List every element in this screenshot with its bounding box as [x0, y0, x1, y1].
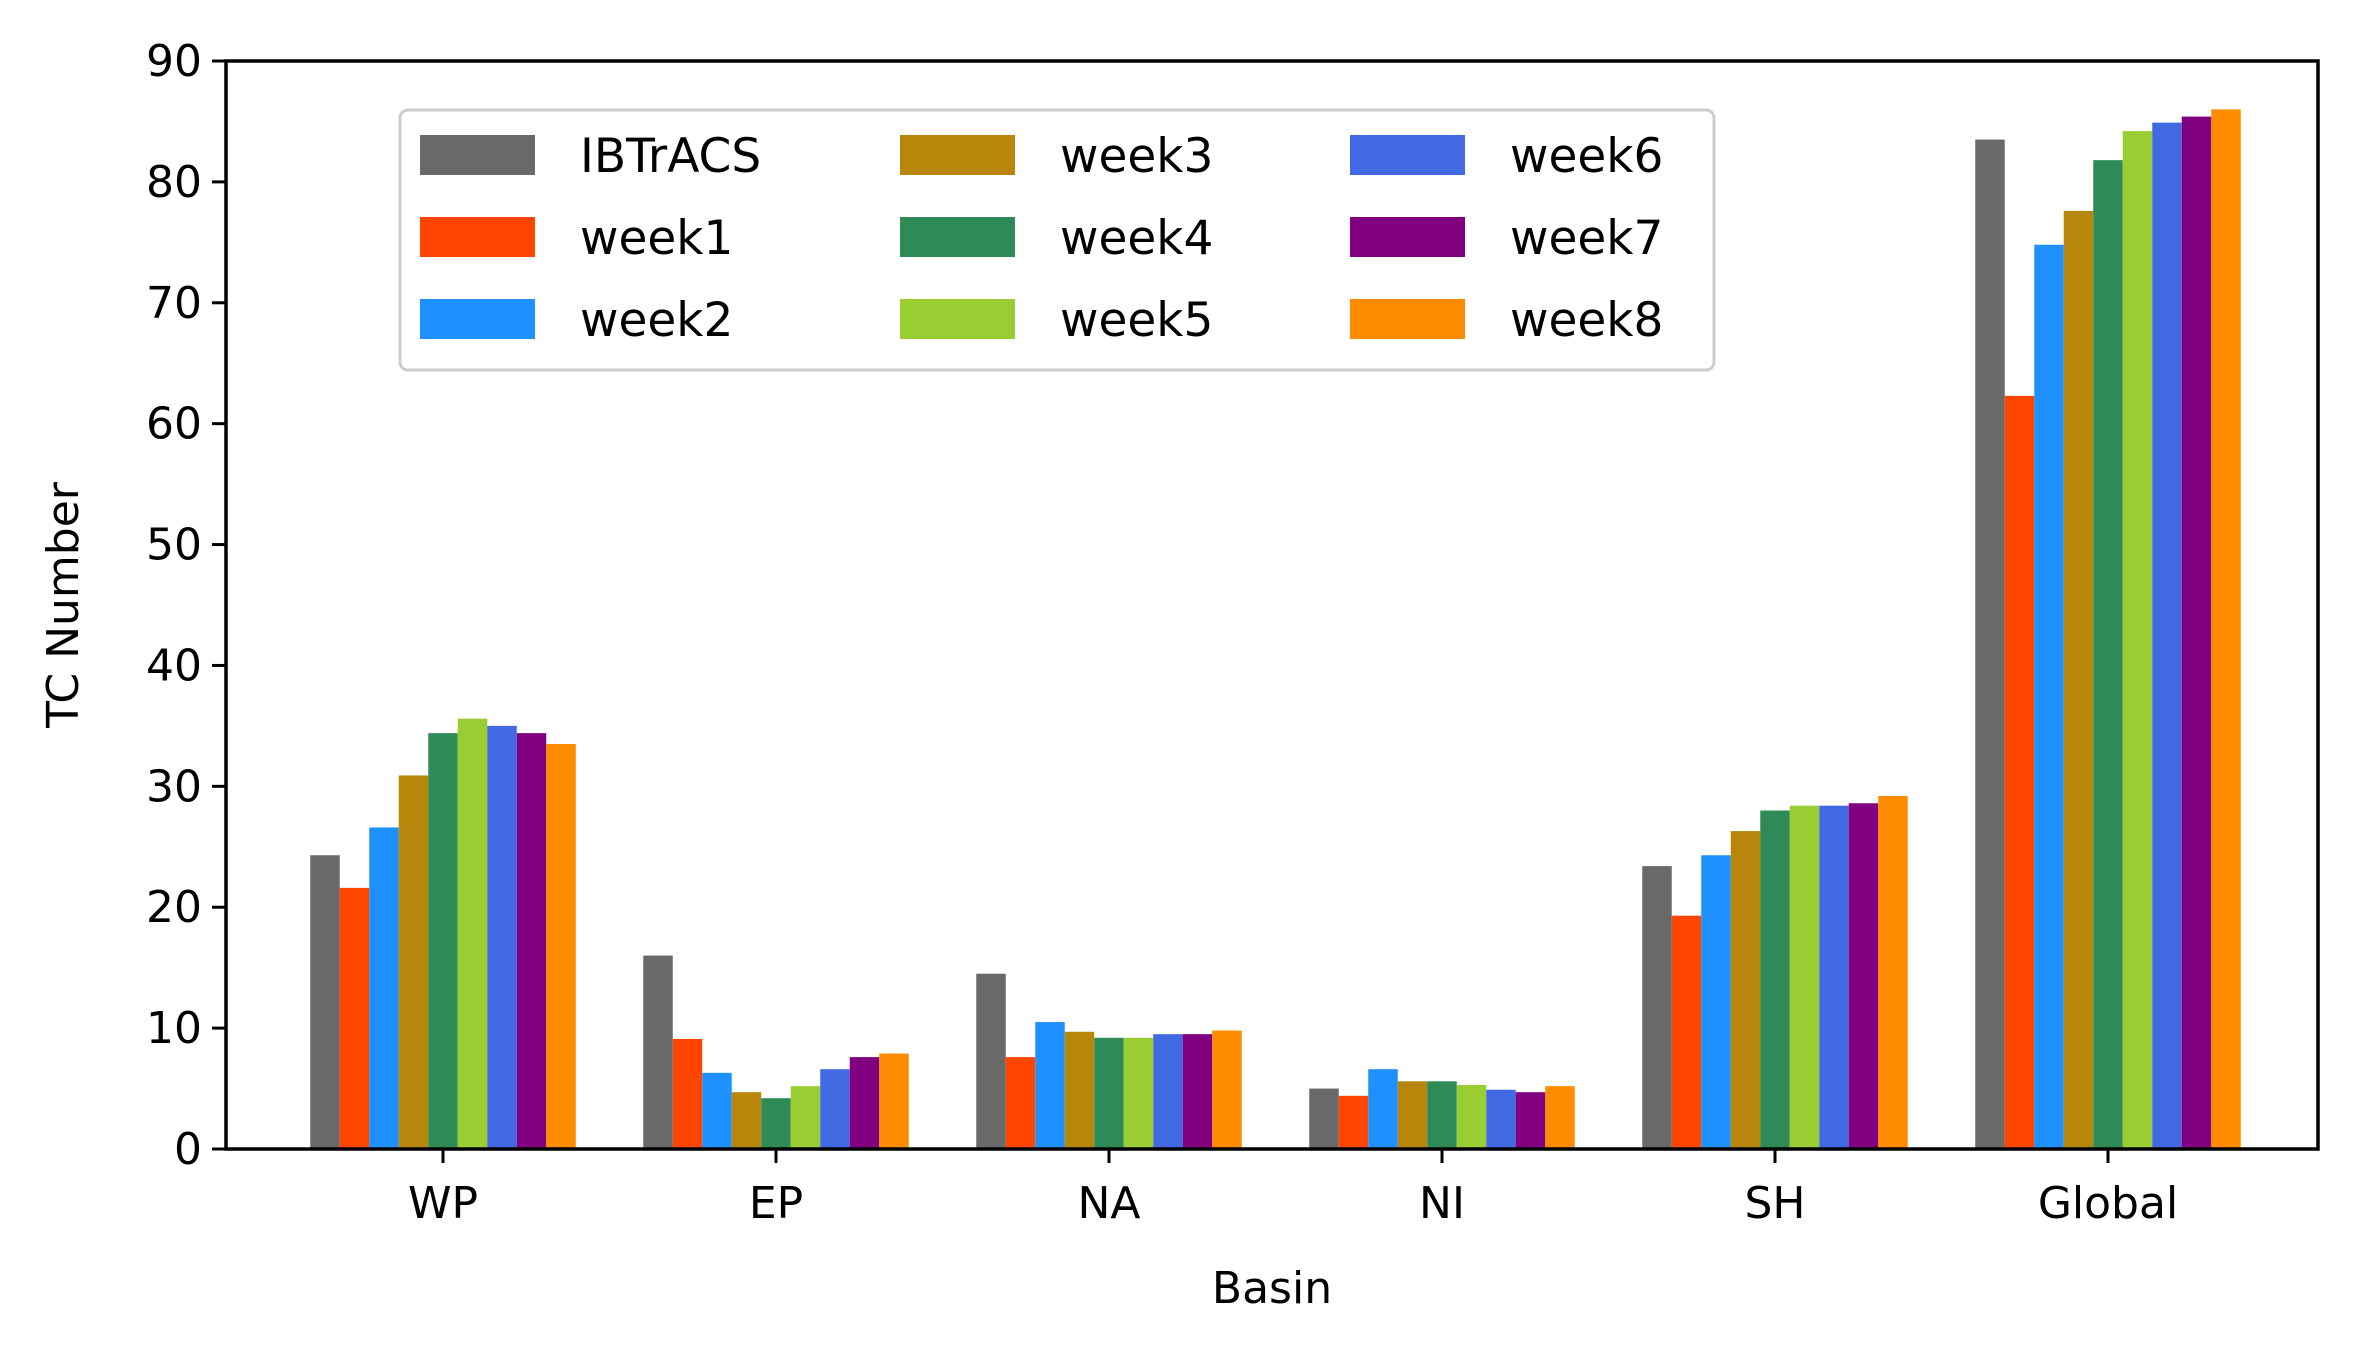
- legend-swatch-week3: [900, 135, 1015, 175]
- y-tick-label: 0: [174, 1124, 202, 1175]
- x-tick-label: EP: [749, 1178, 803, 1229]
- bar-week2-wp: [369, 827, 399, 1149]
- bar-week2-sh: [1701, 855, 1731, 1149]
- y-tick-label: 80: [146, 157, 202, 208]
- bar-week6-na: [1153, 1034, 1183, 1149]
- bar-week1-wp: [339, 887, 370, 1149]
- bar-week8-ep: [879, 1053, 909, 1149]
- bar-week4-wp: [428, 733, 458, 1149]
- y-tick-label: 50: [146, 520, 202, 571]
- y-tick-label: 40: [146, 640, 202, 691]
- legend-swatch-week1: [420, 217, 535, 257]
- legend-items: IBTrACS week1 week2 week3 week4 week5 week6 wee…: [420, 129, 1663, 348]
- bar-week3-sh: [1730, 831, 1761, 1149]
- bar-week5-global: [2122, 131, 2153, 1149]
- bar-week1-na: [1005, 1057, 1036, 1149]
- legend-label-ibtracs: IBTrACS: [580, 129, 761, 184]
- bar-ibtracs-global: [1975, 139, 2005, 1149]
- y-axis-label: TC Number: [38, 481, 89, 729]
- bar-week7-global: [2181, 116, 2212, 1150]
- x-tick-label: WP: [408, 1178, 478, 1229]
- bar-week5-na: [1123, 1037, 1154, 1149]
- bar-week4-na: [1094, 1037, 1124, 1149]
- bar-week4-ni: [1427, 1081, 1457, 1149]
- bar-week4-global: [2093, 160, 2123, 1149]
- bar-week5-sh: [1789, 805, 1820, 1149]
- bar-week7-na: [1182, 1034, 1213, 1149]
- legend-label-week2: week2: [580, 293, 733, 348]
- bar-week2-global: [2034, 244, 2064, 1149]
- x-axis-ticks: WP EP NA NI SH Global: [408, 1149, 2178, 1229]
- legend-label-week7: week7: [1510, 211, 1663, 266]
- bar-week7-wp: [516, 733, 547, 1149]
- bar-week7-ep: [849, 1057, 880, 1149]
- legend-label-week1: week1: [580, 211, 733, 266]
- x-tick-label: NA: [1077, 1178, 1140, 1229]
- legend-swatch-week7: [1350, 217, 1465, 257]
- bar-week6-ni: [1486, 1089, 1516, 1149]
- bar-week4-ep: [761, 1098, 791, 1149]
- bar-week5-wp: [457, 718, 488, 1149]
- bar-week1-sh: [1671, 915, 1702, 1149]
- bar-week6-ep: [820, 1069, 850, 1149]
- legend-swatch-week4: [900, 217, 1015, 257]
- bar-week3-ep: [731, 1092, 762, 1149]
- bar-week1-global: [2004, 395, 2035, 1149]
- y-tick-label: 60: [146, 399, 202, 450]
- bar-ibtracs-ep: [643, 955, 673, 1149]
- bar-week3-global: [2063, 210, 2094, 1149]
- y-tick-label: 90: [146, 36, 202, 87]
- bar-week1-ni: [1338, 1095, 1369, 1149]
- legend-label-week4: week4: [1060, 211, 1213, 266]
- legend-swatch-week6: [1350, 135, 1465, 175]
- bar-week3-wp: [398, 775, 429, 1149]
- bar-week1-ep: [672, 1038, 703, 1149]
- bar-week5-ep: [790, 1086, 821, 1149]
- plot-frame: [224, 59, 2320, 1151]
- y-tick-label: 30: [146, 761, 202, 812]
- legend-swatch-week2: [420, 299, 535, 339]
- y-tick-label: 70: [146, 278, 202, 329]
- bar-week2-ep: [702, 1072, 732, 1149]
- x-tick-label: SH: [1744, 1178, 1805, 1229]
- bar-week3-na: [1064, 1031, 1095, 1149]
- bar-week2-ni: [1368, 1069, 1398, 1149]
- bar-week8-global: [2211, 109, 2241, 1150]
- bar-week3-ni: [1397, 1081, 1428, 1149]
- x-tick-label: Global: [2038, 1178, 2178, 1229]
- bar-week8-sh: [1878, 796, 1908, 1149]
- bars-group: [310, 109, 2241, 1150]
- bar-ibtracs-wp: [310, 855, 340, 1149]
- bar-ibtracs-ni: [1309, 1088, 1339, 1149]
- bar-week7-ni: [1515, 1092, 1546, 1149]
- bar-week4-sh: [1760, 810, 1790, 1149]
- bar-week8-ni: [1545, 1086, 1575, 1149]
- legend-label-week8: week8: [1510, 293, 1663, 348]
- bar-week8-na: [1212, 1030, 1242, 1149]
- legend-label-week5: week5: [1060, 293, 1213, 348]
- legend-label-week3: week3: [1060, 129, 1213, 184]
- legend: IBTrACS week1 week2 week3 week4 week5 week6 wee…: [398, 108, 1716, 372]
- x-axis-label: Basin: [1212, 1263, 1332, 1314]
- legend-swatch-week5: [900, 299, 1015, 339]
- bar-week2-na: [1035, 1022, 1065, 1149]
- bar-week6-sh: [1819, 805, 1849, 1149]
- y-tick-label: 10: [146, 1003, 202, 1054]
- bar-week7-sh: [1848, 803, 1879, 1149]
- bar-week6-wp: [487, 725, 517, 1149]
- bar-ibtracs-sh: [1642, 866, 1672, 1149]
- x-tick-label: NI: [1419, 1178, 1465, 1229]
- y-axis-ticks: 0 10 20 30 40 50 60 70 80 90: [146, 36, 226, 1175]
- bar-week5-ni: [1456, 1084, 1487, 1149]
- legend-label-week6: week6: [1510, 129, 1663, 184]
- bar-ibtracs-na: [976, 973, 1006, 1149]
- bar-week8-wp: [546, 744, 576, 1149]
- legend-swatch-week8: [1350, 299, 1465, 339]
- y-tick-label: 20: [146, 882, 202, 933]
- legend-swatch-ibtracs: [420, 135, 535, 175]
- bar-week6-global: [2152, 122, 2182, 1149]
